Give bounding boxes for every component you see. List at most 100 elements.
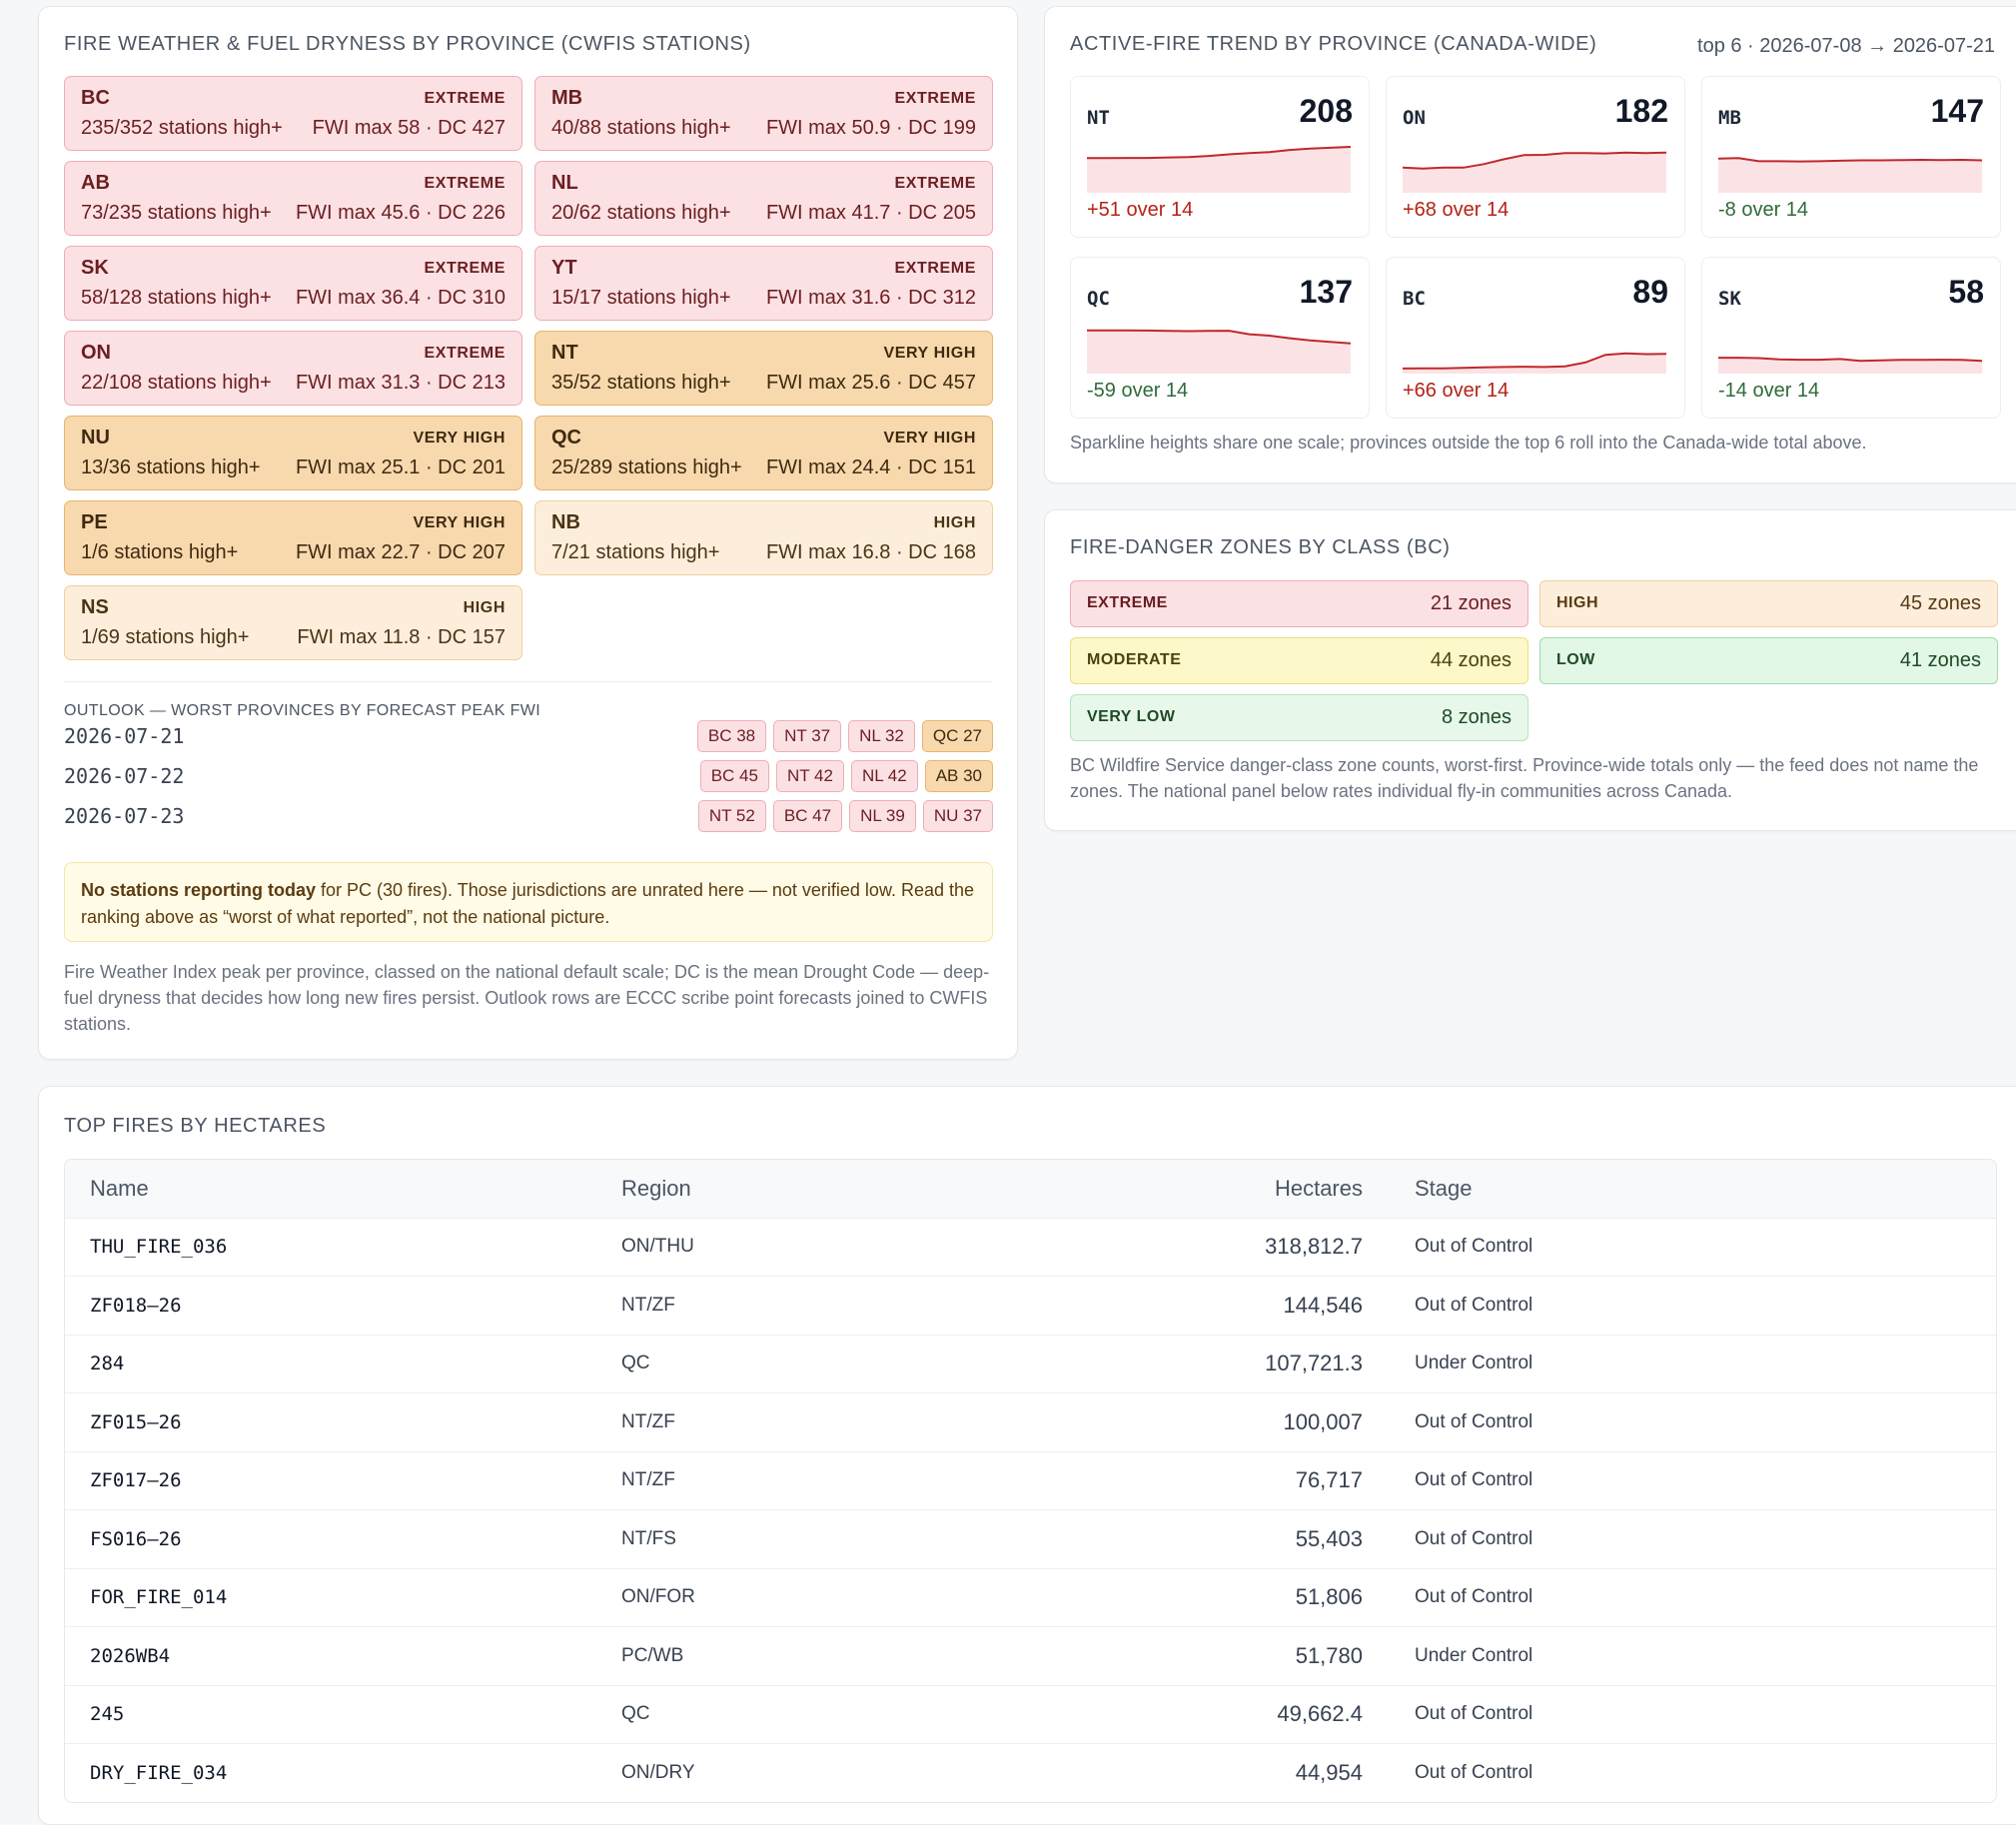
stations-high-count: 13/36 stations high+ bbox=[81, 456, 261, 478]
fire-hectares-cell: 51,780 bbox=[1295, 1642, 1363, 1668]
sparkline-line bbox=[1087, 329, 1351, 345]
fire-weather-footnote: Fire Weather Index peak per province, cl… bbox=[64, 962, 990, 1034]
zone-class-label: HIGH bbox=[1556, 594, 1598, 611]
zone-tile-very-low[interactable]: VERY LOW 8 zones bbox=[1070, 694, 1528, 741]
province-tile-sk[interactable]: SK EXTREME 58/128 stations high+ FWI max 36… bbox=[64, 246, 522, 321]
top-fires-table-wrapper: Name Region Hectares Stage THU_FIRE_036 O… bbox=[64, 1159, 1997, 1803]
zone-tile-extreme[interactable]: EXTREME 21 zones bbox=[1070, 580, 1528, 627]
trend-tile-nt[interactable]: NT 208 +51 over 14 bbox=[1070, 76, 1370, 238]
trend-tile-bc[interactable]: BC 89 +66 over 14 bbox=[1386, 257, 1685, 419]
province-tile-on[interactable]: ON EXTREME 22/108 stations high+ FWI max 31… bbox=[64, 331, 522, 406]
table-row[interactable]: DRY_FIRE_034 ON/DRY 44,954 Out of Control bbox=[65, 1743, 1996, 1803]
table-row[interactable]: FOR_FIRE_014 ON/FOR 51,806 Out of Control bbox=[65, 1568, 1996, 1627]
province-fwi-chip[interactable]: NT 42 bbox=[775, 760, 844, 792]
trend-tile-on[interactable]: ON 182 +68 over 14 bbox=[1386, 76, 1685, 238]
stations-high-count: 235/352 stations high+ bbox=[81, 117, 283, 139]
table-row[interactable]: 2026WB4 PC/WB 51,780 Under Control bbox=[65, 1626, 1996, 1686]
top-fires-title: TOP FIRES BY HECTARES bbox=[64, 1115, 327, 1137]
province-tile-qc[interactable]: QC VERY HIGH 25/289 stations high+ FWI max … bbox=[534, 416, 993, 490]
outlook-chips: BC 38 NT 37 NL 32 QC 27 bbox=[696, 720, 993, 752]
table-row[interactable]: THU_FIRE_036 ON/THU 318,812.7 Out of Contro… bbox=[65, 1218, 1996, 1277]
stations-high-count: 25/289 stations high+ bbox=[551, 456, 742, 478]
fire-name-cell: 245 bbox=[90, 1703, 125, 1726]
fire-stage-cell: Out of Control bbox=[1415, 1762, 1533, 1783]
table-row[interactable]: ZF018–26 NT/ZF 144,546 Out of Control bbox=[65, 1276, 1996, 1336]
sparkline bbox=[1403, 151, 1666, 193]
table-row[interactable]: 284 QC 107,721.3 Under Control bbox=[65, 1335, 1996, 1393]
fire-hectares-cell: 100,007 bbox=[1283, 1408, 1363, 1434]
trend-delta: -59 over 14 bbox=[1087, 380, 1189, 402]
sparkline-line bbox=[1718, 357, 1982, 363]
table-row[interactable]: 245 QC 49,662.4 Out of Control bbox=[65, 1685, 1996, 1744]
province-fwi-chip[interactable]: BC 38 bbox=[696, 720, 767, 752]
fwi-dc-readout: FWI max 25.6 · DC 457 bbox=[765, 372, 976, 394]
column-header-hectares[interactable]: Hectares bbox=[1274, 1175, 1363, 1201]
fwi-dc-readout: FWI max 45.6 · DC 226 bbox=[295, 202, 505, 224]
fire-hectares-cell: 44,954 bbox=[1295, 1760, 1363, 1785]
province-fwi-chip[interactable]: BC 47 bbox=[772, 800, 843, 832]
province-code: SK bbox=[1718, 288, 1741, 310]
active-fire-count: 182 bbox=[1614, 93, 1668, 129]
danger-class-badge: EXTREME bbox=[894, 90, 976, 107]
table-row[interactable]: ZF017–26 NT/ZF 76,717 Out of Control bbox=[65, 1451, 1996, 1510]
fire-hectares-cell: 51,806 bbox=[1295, 1584, 1363, 1610]
province-code: BC bbox=[1403, 288, 1426, 310]
sparkline-area bbox=[1403, 152, 1666, 193]
fwi-dc-readout: FWI max 36.4 · DC 310 bbox=[295, 287, 505, 309]
fwi-dc-readout: FWI max 31.3 · DC 213 bbox=[295, 372, 505, 394]
province-fwi-chip[interactable]: NT 52 bbox=[697, 800, 766, 832]
trend-tile-mb[interactable]: MB 147 -8 over 14 bbox=[1701, 76, 2001, 238]
province-code: BC bbox=[81, 87, 110, 109]
province-fwi-chip[interactable]: NL 32 bbox=[848, 720, 915, 752]
column-header-stage[interactable]: Stage bbox=[1415, 1175, 1473, 1201]
fwi-dc-readout: FWI max 25.1 · DC 201 bbox=[295, 456, 505, 478]
sparkline-area bbox=[1087, 147, 1351, 193]
danger-class-badge: EXTREME bbox=[424, 260, 505, 277]
fire-stage-cell: Out of Control bbox=[1415, 1469, 1533, 1491]
table-row[interactable]: ZF015–26 NT/ZF 100,007 Out of Control bbox=[65, 1392, 1996, 1452]
province-fwi-chip[interactable]: AB 30 bbox=[924, 760, 993, 792]
province-tile-nt[interactable]: NT VERY HIGH 35/52 stations high+ FWI max 2… bbox=[534, 331, 993, 406]
zone-tile-low[interactable]: LOW 41 zones bbox=[1539, 637, 1998, 684]
stations-high-count: 1/6 stations high+ bbox=[81, 541, 239, 563]
province-tile-yt[interactable]: YT EXTREME 15/17 stations high+ FWI max 31.… bbox=[534, 246, 993, 321]
fire-region-cell: NT/ZF bbox=[621, 1469, 675, 1491]
province-tile-nb[interactable]: NB HIGH 7/21 stations high+ FWI max 16.8 · … bbox=[534, 500, 993, 575]
divider bbox=[64, 681, 993, 682]
province-fwi-chip[interactable]: NL 39 bbox=[849, 800, 916, 832]
fire-region-cell: NT/ZF bbox=[621, 1410, 675, 1432]
sparkline bbox=[1087, 146, 1351, 193]
province-code: YT bbox=[551, 257, 577, 279]
table-row[interactable]: FS016–26 NT/FS 55,403 Out of Control bbox=[65, 1509, 1996, 1569]
province-tile-ns[interactable]: NS HIGH 1/69 stations high+ FWI max 11.8 · … bbox=[64, 585, 522, 660]
zone-tile-moderate[interactable]: MODERATE 44 zones bbox=[1070, 637, 1528, 684]
fwi-dc-readout: FWI max 58 · DC 427 bbox=[312, 117, 505, 139]
province-grid: BC EXTREME 235/352 stations high+ FWI max 5… bbox=[64, 76, 993, 660]
province-tile-bc[interactable]: BC EXTREME 235/352 stations high+ FWI max 5… bbox=[64, 76, 522, 151]
province-tile-ab[interactable]: AB EXTREME 73/235 stations high+ FWI max 45… bbox=[64, 161, 522, 236]
top-fires-panel: TOP FIRES BY HECTARES Name Region Hectar… bbox=[38, 1086, 2016, 1825]
province-tile-nu[interactable]: NU VERY HIGH 13/36 stations high+ FWI max 2… bbox=[64, 416, 522, 490]
province-fwi-chip[interactable]: NL 42 bbox=[850, 760, 918, 792]
province-fwi-chip[interactable]: NU 37 bbox=[922, 800, 993, 832]
column-header-name[interactable]: Name bbox=[90, 1175, 149, 1201]
danger-class-badge: VERY HIGH bbox=[413, 514, 505, 531]
province-tile-nl[interactable]: NL EXTREME 20/62 stations high+ FWI max 41.… bbox=[534, 161, 993, 236]
fire-stage-cell: Out of Control bbox=[1415, 1586, 1533, 1608]
province-tile-pe[interactable]: PE VERY HIGH 1/6 stations high+ FWI max 22.… bbox=[64, 500, 522, 575]
fwi-dc-readout: FWI max 11.8 · DC 157 bbox=[297, 626, 505, 648]
column-header-region[interactable]: Region bbox=[621, 1175, 691, 1201]
zone-tile-high[interactable]: HIGH 45 zones bbox=[1539, 580, 1998, 627]
outlook-chips: NT 52 BC 47 NL 39 NU 37 bbox=[697, 800, 993, 832]
province-tile-mb[interactable]: MB EXTREME 40/88 stations high+ FWI max 50.… bbox=[534, 76, 993, 151]
fire-weather-title: FIRE WEATHER & FUEL DRYNESS BY PROVINCE … bbox=[64, 33, 751, 55]
outlook-row: 2026-07-22 BC 45 NT 42 NL 42 AB 30 bbox=[64, 760, 993, 794]
stations-high-count: 7/21 stations high+ bbox=[551, 541, 720, 563]
province-fwi-chip[interactable]: BC 45 bbox=[699, 760, 769, 792]
trend-tile-qc[interactable]: QC 137 -59 over 14 bbox=[1070, 257, 1370, 419]
active-fire-count: 147 bbox=[1930, 93, 1984, 129]
province-fwi-chip[interactable]: NT 37 bbox=[773, 720, 842, 752]
province-fwi-chip[interactable]: QC 27 bbox=[921, 720, 993, 752]
zones-title: FIRE-DANGER ZONES BY CLASS (BC) bbox=[1070, 536, 1451, 558]
trend-tile-sk[interactable]: SK 58 -14 over 14 bbox=[1701, 257, 2001, 419]
